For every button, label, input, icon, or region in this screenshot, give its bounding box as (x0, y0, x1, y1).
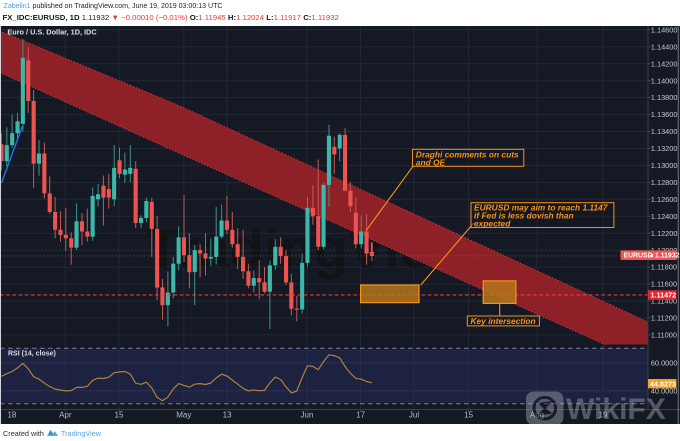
svg-text:Apr: Apr (59, 411, 72, 420)
svg-text:15: 15 (464, 411, 473, 420)
svg-text:WikiFX: WikiFX (566, 393, 666, 424)
svg-text:1.14400: 1.14400 (651, 42, 678, 51)
svg-text:EURUSD may aim to reach 1.1147: EURUSD may aim to reach 1.1147 (474, 203, 608, 213)
svg-text:44.8273: 44.8273 (650, 379, 676, 388)
svg-text:1.13000: 1.13000 (651, 161, 678, 170)
svg-text:1.12000: 1.12000 (651, 246, 678, 255)
svg-text:Jul: Jul (409, 411, 419, 420)
svg-text:40.0000: 40.0000 (651, 386, 678, 395)
svg-text:1.11400: 1.11400 (651, 297, 677, 306)
svg-text:13: 13 (223, 411, 232, 420)
svg-text:60.0000: 60.0000 (651, 358, 678, 367)
svg-text:1.12200: 1.12200 (651, 229, 678, 238)
svg-text:Aug: Aug (530, 411, 544, 420)
svg-text:1.12400: 1.12400 (651, 212, 678, 221)
svg-text:1.11800: 1.11800 (651, 263, 677, 272)
svg-text:Key intersection: Key intersection (471, 316, 536, 326)
svg-text:1.13600: 1.13600 (651, 110, 678, 119)
svg-text:expected: expected (474, 219, 511, 229)
svg-text:1.12800: 1.12800 (651, 178, 678, 187)
svg-text:if Fed is less dovish than: if Fed is less dovish than (474, 211, 574, 221)
svg-text:1.11600: 1.11600 (651, 280, 677, 289)
svg-text:1.13400: 1.13400 (651, 127, 678, 136)
svg-text:and QE: and QE (416, 158, 446, 168)
svg-text:1.11200: 1.11200 (651, 314, 677, 323)
svg-text:1.11472: 1.11472 (651, 291, 677, 300)
svg-text:17: 17 (356, 411, 365, 420)
svg-text:1.12600: 1.12600 (651, 195, 678, 204)
svg-text:1.14200: 1.14200 (651, 59, 678, 68)
svg-text:Jun: Jun (301, 411, 314, 420)
svg-text:EURUSD: EURUSD (624, 253, 653, 260)
svg-text:1.14000: 1.14000 (651, 76, 678, 85)
svg-text:Euro / U.S. Dollar, 1D, IDC: Euro / U.S. Dollar, 1D, IDC (7, 28, 97, 37)
svg-text:15: 15 (115, 411, 124, 420)
svg-text:18: 18 (7, 411, 16, 420)
svg-text:May: May (176, 411, 191, 420)
svg-text:◂ 1.11932: ◂ 1.11932 (649, 253, 680, 260)
svg-text:RSI (14, close): RSI (14, close) (8, 351, 56, 358)
svg-text:1.11000: 1.11000 (651, 331, 677, 340)
svg-text:1.13800: 1.13800 (651, 93, 678, 102)
svg-text:1.14600: 1.14600 (651, 26, 678, 34)
svg-text:1.13200: 1.13200 (651, 144, 678, 153)
svg-text:Draghi comments on cuts: Draghi comments on cuts (416, 150, 519, 160)
svg-text:19: 19 (599, 411, 608, 420)
